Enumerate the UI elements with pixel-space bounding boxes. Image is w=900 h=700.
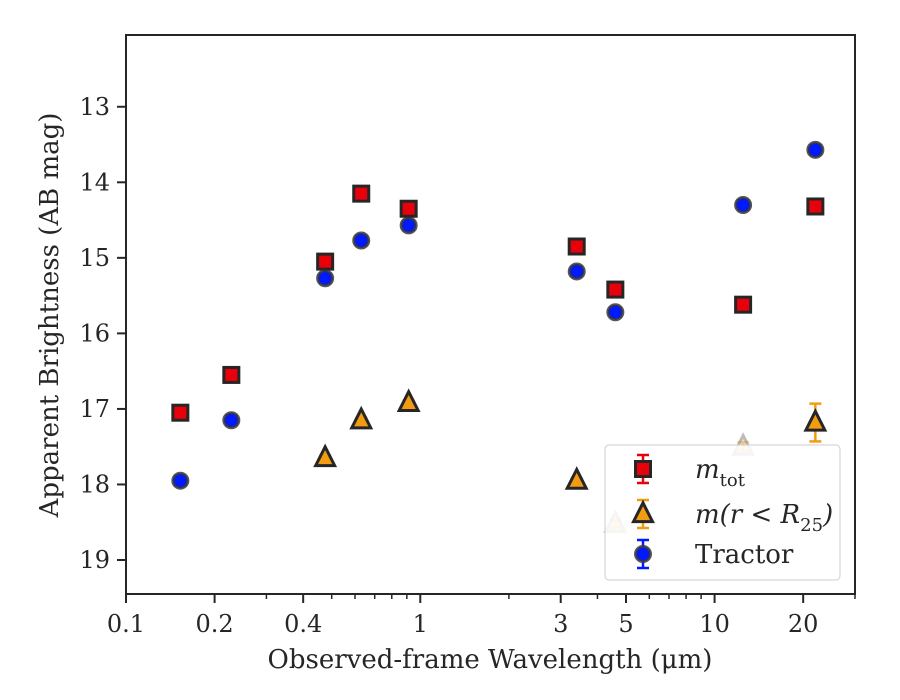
legend-label: m(r < R25) bbox=[695, 500, 833, 536]
legend-label: Tractor bbox=[695, 540, 794, 570]
y-tick-label: 16 bbox=[79, 319, 110, 347]
tractor-point bbox=[171, 471, 190, 490]
y-tick-label: 14 bbox=[79, 168, 110, 196]
y-tick-label: 13 bbox=[79, 93, 110, 121]
x-tick-label: 3 bbox=[553, 610, 568, 638]
x-axis: 0.1 0.2 0.4 1 3 5 10 20 bbox=[107, 594, 856, 638]
x-tick-label: 20 bbox=[788, 610, 819, 638]
m-r25-point bbox=[313, 443, 338, 468]
m-r25-point bbox=[396, 388, 421, 412]
tractor-point bbox=[806, 140, 825, 159]
y-tick-label: 17 bbox=[79, 395, 110, 423]
legend-label: mtot bbox=[695, 455, 746, 491]
tractor-point bbox=[606, 303, 625, 322]
legend-marker-triangle bbox=[631, 499, 655, 524]
x-tick-label: 10 bbox=[699, 610, 730, 638]
x-axis-label: Observed-frame Wavelength (μm) bbox=[268, 645, 713, 675]
mtot-point bbox=[171, 403, 190, 422]
y-tick-label: 15 bbox=[79, 244, 110, 272]
tractor-point bbox=[567, 262, 586, 281]
tractor-point bbox=[399, 216, 418, 235]
m-r25-point bbox=[564, 466, 589, 490]
x-tick-label: 5 bbox=[618, 610, 633, 638]
x-tick-label: 0.2 bbox=[196, 610, 234, 638]
x-tick-label: 0.1 bbox=[107, 610, 145, 638]
m-r25-point bbox=[803, 408, 828, 432]
legend-marker-square bbox=[634, 460, 652, 478]
mtot-point bbox=[734, 295, 753, 314]
legend: mtot m(r < R25) Tractor bbox=[604, 444, 841, 581]
m-r25-point bbox=[349, 405, 374, 430]
data-markers bbox=[171, 140, 828, 533]
x-tick-label: 1 bbox=[413, 610, 428, 638]
tractor-point bbox=[352, 231, 371, 250]
legend-marker-circle bbox=[634, 545, 652, 563]
mtot-point bbox=[606, 280, 625, 299]
y-axis: 13 14 15 16 17 18 19 bbox=[79, 93, 126, 574]
mtot-point bbox=[352, 184, 371, 203]
y-tick-label: 19 bbox=[79, 546, 110, 574]
mtot-point bbox=[222, 365, 241, 384]
legend-frame bbox=[604, 444, 841, 581]
mtot-point bbox=[316, 252, 335, 271]
x-tick-label: 0.4 bbox=[284, 610, 322, 638]
y-tick-label: 18 bbox=[79, 470, 110, 498]
mtot-point bbox=[567, 237, 586, 256]
mtot-point bbox=[399, 199, 418, 218]
axes-frame bbox=[125, 34, 856, 595]
y-axis-label: Apparent Brightness (AB mag) bbox=[35, 113, 65, 519]
mtot-point bbox=[806, 197, 825, 216]
tractor-point bbox=[316, 269, 335, 288]
tractor-point bbox=[734, 195, 753, 214]
tractor-point bbox=[222, 411, 241, 430]
